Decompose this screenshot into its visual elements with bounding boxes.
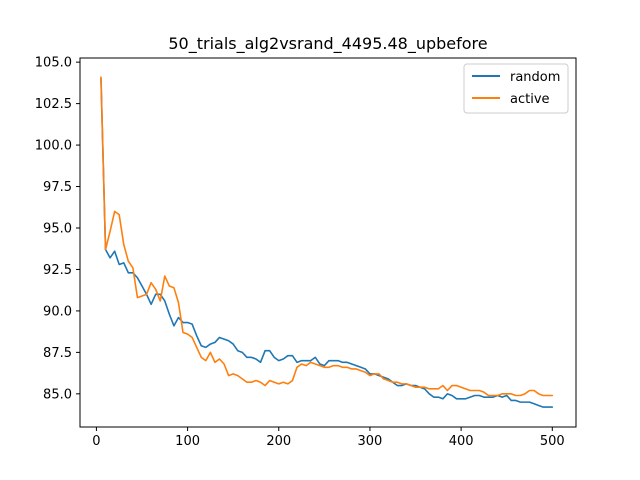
y-tick-label: 87.5 [43,346,72,361]
plot-area-frame [79,57,577,428]
y-tick-label: 90.0 [43,304,72,319]
y-tick-label: 95.0 [43,221,72,236]
x-tick-label: 200 [266,434,291,449]
y-tick-label: 102.5 [35,97,72,112]
legend: random active [463,63,569,114]
series-line-active [100,76,554,397]
y-tick-label: 85.0 [43,387,72,402]
x-tick-label: 0 [92,434,100,449]
y-tick-label: 100.0 [35,139,72,154]
y-tick-label: 97.5 [43,180,72,195]
x-tick-label: 100 [175,434,200,449]
legend-active-label: active [510,92,550,107]
chart-title: 50_trials_alg2vsrand_4495.48_upbefore [168,34,487,54]
series-line-random [100,77,554,408]
legend-random-label: random [510,70,560,85]
y-tick-label: 105.0 [35,56,72,71]
x-tick-label: 300 [358,434,383,449]
x-tick-label: 400 [449,434,474,449]
y-axis: 85.0 87.5 90.0 92.5 95.0 97.5 100.0 102.5 105.0 [35,56,80,402]
series-layer [100,76,554,408]
x-tick-label: 500 [540,434,565,449]
y-tick-label: 92.5 [43,263,72,278]
x-axis: 0 100 200 300 400 500 [92,427,565,449]
